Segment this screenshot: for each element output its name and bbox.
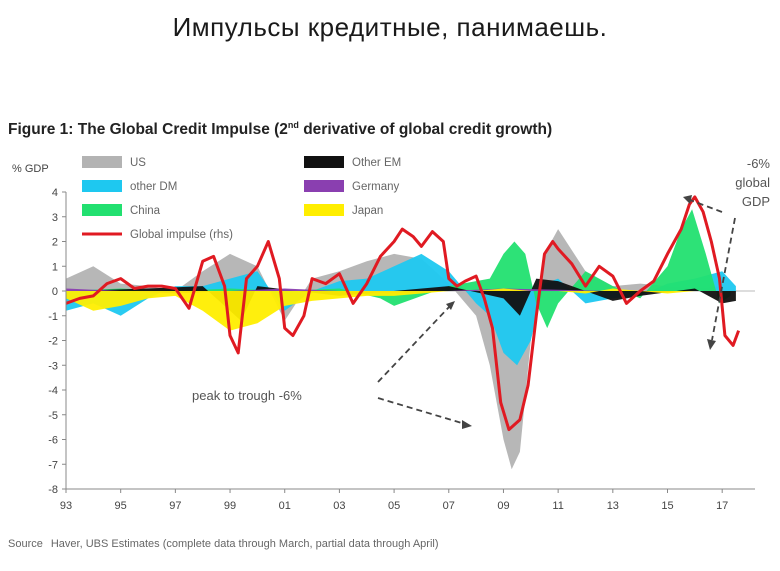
x-tick-label: 07 xyxy=(443,500,455,512)
x-tick-label: 09 xyxy=(497,500,509,512)
figure-title: Figure 1: The Global Credit Impulse (2nd… xyxy=(8,120,552,139)
x-tick-label: 99 xyxy=(224,500,236,512)
x-tick-label: 17 xyxy=(716,500,728,512)
annotation-peak-to-trough: peak to trough -6% xyxy=(192,388,302,403)
annotation-gdp: GDP xyxy=(742,194,770,209)
legend-swatch-japan xyxy=(304,204,344,216)
figure-title-post: derivative of global credit growth) xyxy=(298,121,553,139)
y-tick-label: 3 xyxy=(52,212,58,224)
legend-label-other-em: Other EM xyxy=(352,157,401,169)
x-tick-label: 05 xyxy=(388,500,400,512)
annotation-arrow-trough xyxy=(377,397,466,425)
annotation-6pct: -6% xyxy=(747,156,771,171)
annotation-global: global xyxy=(735,175,770,190)
legend-label-china: China xyxy=(130,205,161,217)
y-tick-label: -7 xyxy=(48,459,58,471)
source-label: Source xyxy=(8,538,43,550)
annotation-arrowhead-top xyxy=(683,195,692,204)
legend-swatch-china xyxy=(82,204,122,216)
y-tick-label: 0 xyxy=(52,286,58,298)
legend-label-germany: Germany xyxy=(352,181,400,193)
x-tick-label: 11 xyxy=(552,500,563,512)
legend-label-us: US xyxy=(130,157,146,169)
annotation-arrow-peak xyxy=(377,305,451,383)
legend-swatch-germany xyxy=(304,180,344,192)
global-impulse-line xyxy=(65,195,741,432)
annotation-arrow-bottom xyxy=(711,217,736,341)
x-tick-label: 93 xyxy=(60,500,72,512)
annotation-arrowhead-peak xyxy=(446,301,455,310)
x-tick-label: 95 xyxy=(115,500,127,512)
figure-title-sup: nd xyxy=(287,120,299,130)
series-area-other-dm xyxy=(66,253,736,366)
y-tick-label: -2 xyxy=(48,336,58,348)
series-area-china xyxy=(66,209,731,329)
legend-group: US Other EM other DM Germany China Japan Globa… xyxy=(82,156,401,241)
y-tick-label: -4 xyxy=(48,385,58,397)
y-tick-label: -8 xyxy=(48,484,58,496)
y-tick-label: -6 xyxy=(48,435,58,447)
y-tick-label: 4 xyxy=(52,187,58,199)
source-note: Source Haver, UBS Estimates (complete dat… xyxy=(8,538,447,550)
annotation-arrowhead-bottom xyxy=(707,339,716,350)
figure-title-pre: Figure 1: The Global Credit Impulse (2 xyxy=(8,121,288,139)
legend-swatch-other-dm xyxy=(82,180,122,192)
x-tick-label: 13 xyxy=(607,500,619,512)
legend-label-other-dm: other DM xyxy=(130,181,177,193)
x-tick-label: 03 xyxy=(333,500,345,512)
y-tick-label: 2 xyxy=(52,237,58,249)
y-tick-label: 1 xyxy=(52,261,58,273)
global-impulse-line-group xyxy=(65,195,741,432)
series-area-us xyxy=(66,229,723,470)
x-tick-label: 01 xyxy=(279,500,291,512)
legend-swatch-other-em xyxy=(304,156,344,168)
annotation-arrowhead-trough xyxy=(462,420,472,429)
series-areas-group xyxy=(66,209,736,470)
x-tick-label: 97 xyxy=(169,500,181,512)
slide-title: Импульсы кредитные, панимаешь. xyxy=(172,12,608,42)
legend-swatch-us xyxy=(82,156,122,168)
source-text: Haver, UBS Estimates (complete data thro… xyxy=(50,538,439,550)
y-tick-label: -3 xyxy=(48,360,58,372)
y-axis-label: % GDP xyxy=(12,163,49,175)
x-tick-label: 15 xyxy=(661,500,673,512)
annotation-arrow-top xyxy=(689,199,723,213)
legend-label-global-impulse-rhs: Global impulse (rhs) xyxy=(130,229,233,241)
annotations-group: peak to trough -6% -6% global GDP xyxy=(192,156,770,429)
legend-label-japan: Japan xyxy=(352,205,383,217)
y-tick-label: -5 xyxy=(48,410,58,422)
y-tick-label: -1 xyxy=(48,311,58,323)
series-area-japan xyxy=(66,288,723,331)
